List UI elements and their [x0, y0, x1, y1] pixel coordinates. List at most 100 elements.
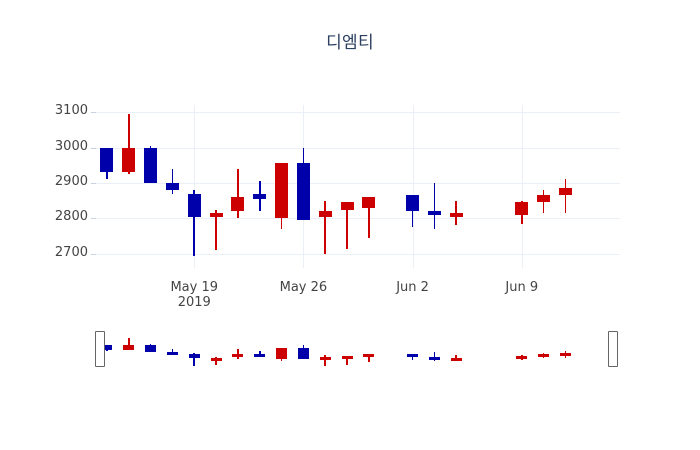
candlestick-10[interactable] [296, 105, 310, 268]
candle-wick [171, 168, 174, 194]
candlestick-16[interactable] [427, 105, 441, 268]
candle-body [275, 163, 289, 219]
y-axis-tick [91, 112, 96, 114]
mini-candlestick-2 [123, 330, 135, 372]
candlestick-2[interactable] [122, 105, 136, 268]
candlestick-15[interactable] [406, 105, 420, 268]
mini-candlestick-20 [516, 330, 528, 372]
candle-body [209, 213, 223, 217]
mini-candle-body [428, 357, 440, 361]
mini-candle-body [232, 354, 244, 358]
candle-wick [411, 195, 414, 228]
plot-area [96, 105, 620, 268]
mini-candle-body [101, 344, 113, 350]
candlestick-6[interactable] [209, 105, 223, 268]
mini-candle-wick [433, 351, 436, 361]
candlestick-20[interactable] [515, 105, 529, 268]
candlestick-4[interactable] [165, 105, 179, 268]
x-gridline [194, 105, 196, 268]
x-gridline [412, 105, 414, 268]
y-axis-tick [91, 218, 96, 220]
range-slider[interactable] [94, 330, 620, 372]
mini-candle-wick [193, 353, 196, 366]
candle-body [296, 163, 310, 221]
candlestick-3[interactable] [144, 105, 158, 268]
candlestick-9[interactable] [275, 105, 289, 268]
mini-candlestick-17 [450, 330, 462, 372]
y-axis-label: 2700 [54, 244, 88, 260]
candle-body [253, 193, 267, 199]
mini-candlestick-3 [145, 330, 157, 372]
mini-candlestick-10 [297, 330, 309, 372]
candle-wick [237, 168, 239, 219]
candlestick-5[interactable] [187, 105, 201, 268]
x-axis-label-primary: Jun 9 [505, 280, 539, 295]
mini-candle-wick [215, 356, 217, 365]
range-slider-left-handle[interactable] [94, 331, 105, 367]
mini-candle-body [210, 357, 222, 361]
candle-body [537, 195, 551, 203]
x-axis-label-year: 2019 [177, 295, 211, 310]
candle-body [340, 202, 354, 210]
candlestick-7[interactable] [231, 105, 245, 268]
x-gridline [521, 105, 523, 268]
y-axis-label: 3000 [54, 138, 88, 154]
candlestick-12[interactable] [340, 105, 354, 268]
mini-candle-wick [411, 354, 414, 361]
mini-candle-body [276, 347, 288, 359]
mini-candlestick-22 [559, 330, 571, 372]
x-axis-label-primary: Jun 2 [396, 280, 429, 295]
candle-wick [346, 202, 348, 249]
mini-candle-wick [346, 355, 348, 365]
candlestick-21[interactable] [537, 105, 551, 268]
candlestick-22[interactable] [558, 105, 572, 268]
y-axis-label: 2900 [54, 173, 88, 189]
candle-body [318, 211, 332, 217]
candlestick-11[interactable] [318, 105, 332, 268]
candle-body [144, 147, 158, 183]
mini-candle-body [538, 354, 550, 358]
candlestick-1[interactable] [100, 105, 114, 268]
mini-candlestick-16 [428, 330, 440, 372]
y-axis-label: 3100 [54, 103, 88, 119]
y-gridline [96, 253, 620, 255]
y-axis-tick [91, 253, 96, 255]
candle-wick [564, 179, 567, 214]
candlestick-13[interactable] [362, 105, 376, 268]
range-slider-right-handle[interactable] [608, 331, 619, 367]
mini-candlestick-5 [188, 330, 200, 372]
candle-body [449, 213, 463, 217]
mini-candle-body [341, 355, 353, 359]
x-axis-label-primary: May 26 [279, 280, 328, 295]
mini-candlestick-1 [101, 330, 113, 372]
mini-candlestick-13 [363, 330, 375, 372]
y-axis-tick [91, 182, 96, 184]
mini-candlestick-4 [166, 330, 178, 372]
mini-candle-body [123, 344, 135, 350]
candle-body [406, 195, 420, 212]
mini-candle-body [319, 357, 331, 361]
mini-candle-body [516, 355, 528, 359]
candlestick-8[interactable] [253, 105, 267, 268]
mini-candlestick-15 [407, 330, 419, 372]
candle-wick [193, 190, 196, 256]
mini-candle-body [407, 354, 419, 358]
mini-candle-body [145, 344, 157, 352]
candle-body [187, 193, 201, 217]
mini-candlestick-8 [254, 330, 266, 372]
mini-candle-wick [455, 355, 458, 361]
mini-candle-body [188, 353, 200, 359]
candle-wick [368, 197, 370, 238]
candle-body [231, 197, 245, 212]
candle-body [558, 188, 572, 196]
x-axis-label: Jun 2 [396, 280, 429, 295]
mini-candlestick-9 [276, 330, 288, 372]
mini-candle-body [559, 352, 571, 356]
candlestick-17[interactable] [449, 105, 463, 268]
candle-wick [215, 209, 217, 251]
mini-candlestick-11 [319, 330, 331, 372]
candle-body [515, 202, 529, 215]
x-axis-label-primary: May 19 [170, 280, 219, 295]
mini-candle-wick [368, 354, 370, 363]
